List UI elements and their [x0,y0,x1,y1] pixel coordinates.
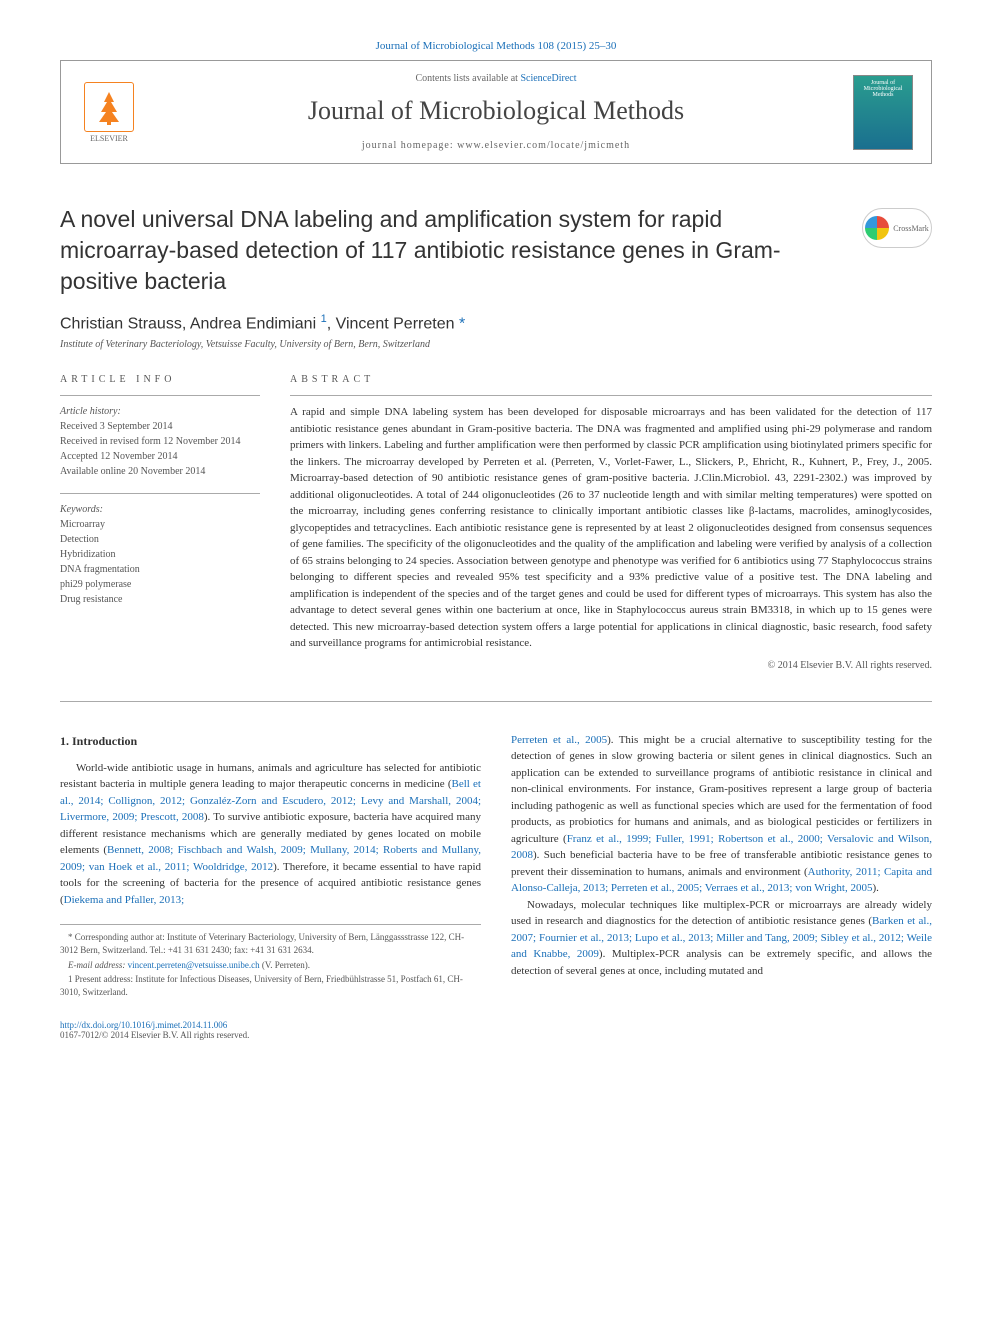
body-column-left: 1. Introduction World-wide antibiotic us… [60,732,481,1000]
article-info-label: article info [60,374,260,385]
issn-copyright: 0167-7012/© 2014 Elsevier B.V. All right… [60,1030,249,1040]
article-info-column: article info Article history: Received 3… [60,374,260,671]
history-line-3: Available online 20 November 2014 [60,464,260,479]
authors-line: Christian Strauss, Andrea Endimiani 1, V… [60,313,932,333]
email-link[interactable]: vincent.perreten@vetsuisse.unibe.ch [128,960,260,970]
keyword-0: Microarray [60,517,260,532]
crossmark-icon [865,216,889,240]
corresponding-note: * Corresponding author at: Institute of … [60,931,481,956]
col2-text-a: ). This might be a crucial alternative t… [511,734,932,845]
col2-paragraph-1: Perreten et al., 2005). This might be a … [511,732,932,897]
col2-p2-a: Nowadays, molecular techniques like mult… [511,899,932,928]
contents-prefix: Contents lists available at [415,73,520,84]
tree-svg [89,87,129,127]
contents-available: Contents lists available at ScienceDirec… [139,73,853,84]
history-label: Article history: [60,404,260,419]
journal-homepage[interactable]: journal homepage: www.elsevier.com/locat… [139,140,853,151]
email-suffix: (V. Perreten). [260,960,310,970]
body-column-right: Perreten et al., 2005). This might be a … [511,732,932,1000]
elsevier-logo: ELSEVIER [79,77,139,147]
corresponding-star[interactable]: * [459,315,465,332]
crossmark-label: CrossMark [893,224,929,233]
history-line-0: Received 3 September 2014 [60,419,260,434]
journal-title: Journal of Microbiological Methods [139,96,853,126]
page-footer: http://dx.doi.org/10.1016/j.mimet.2014.1… [60,1020,932,1040]
journal-cover-thumbnail: Journal of Microbiological Methods [853,75,913,150]
col2-text-c: ). [872,882,878,894]
keywords-label: Keywords: [60,502,260,517]
keyword-4: phi29 polymerase [60,577,260,592]
header-center: Contents lists available at ScienceDirec… [139,73,853,151]
keywords-block: Keywords: Microarray Detection Hybridiza… [60,493,260,607]
abstract-column: abstract A rapid and simple DNA labeling… [290,374,932,671]
history-line-2: Accepted 12 November 2014 [60,449,260,464]
affiliation: Institute of Veterinary Bacteriology, Ve… [60,339,932,350]
article-history: Article history: Received 3 September 20… [60,395,260,479]
ref-link-4[interactable]: Perreten et al., 2005 [511,734,607,746]
body-two-column: 1. Introduction World-wide antibiotic us… [60,732,932,1000]
crossmark-badge[interactable]: CrossMark [862,208,932,248]
keyword-1: Detection [60,532,260,547]
article-title: A novel universal DNA labeling and ampli… [60,204,842,297]
elsevier-tree-icon [84,82,134,132]
keyword-5: Drug resistance [60,592,260,607]
sciencedirect-link[interactable]: ScienceDirect [520,73,576,84]
journal-header: ELSEVIER Contents lists available at Sci… [60,60,932,164]
col2-paragraph-2: Nowadays, molecular techniques like mult… [511,897,932,980]
journal-citation[interactable]: Journal of Microbiological Methods 108 (… [60,40,932,52]
history-line-1: Received in revised form 12 November 201… [60,434,260,449]
elsevier-text: ELSEVIER [90,134,128,143]
abstract-copyright: © 2014 Elsevier B.V. All rights reserved… [290,660,932,671]
present-address-note: 1 Present address: Institute for Infecti… [60,973,481,998]
keyword-2: Hybridization [60,547,260,562]
intro-paragraph-1: World-wide antibiotic usage in humans, a… [60,760,481,909]
intro-heading: 1. Introduction [60,732,481,750]
author-3: , Vincent Perreten [327,315,459,332]
footnotes: * Corresponding author at: Institute of … [60,924,481,998]
abstract-label: abstract [290,374,932,385]
email-line: E-mail address: vincent.perreten@vetsuis… [60,959,481,972]
author-1-2: Christian Strauss, Andrea Endimiani [60,315,321,332]
abstract-text: A rapid and simple DNA labeling system h… [290,395,932,652]
keyword-3: DNA fragmentation [60,562,260,577]
ref-link-3[interactable]: Diekema and Pfaller, 2013; [64,894,185,906]
email-label: E-mail address: [68,960,128,970]
p1-text-a: World-wide antibiotic usage in humans, a… [60,762,481,791]
section-divider [60,701,932,702]
doi-link[interactable]: http://dx.doi.org/10.1016/j.mimet.2014.1… [60,1020,227,1030]
